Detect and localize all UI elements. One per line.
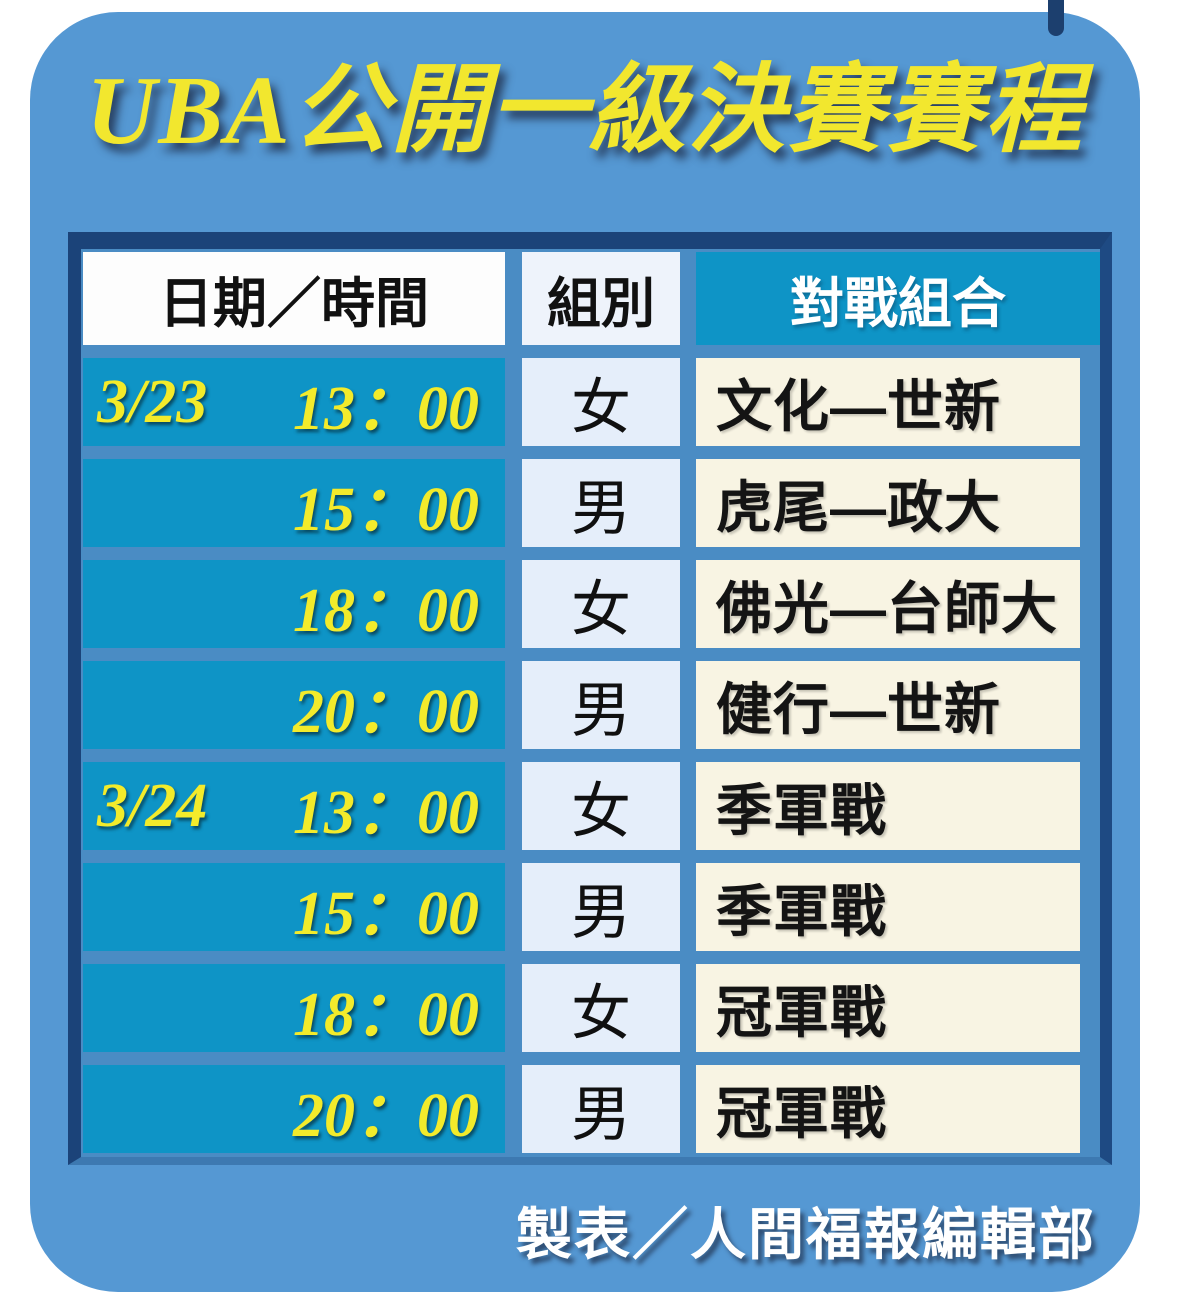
group-cell: 男: [522, 661, 680, 749]
column-header-datetime: 日期／時間: [83, 252, 505, 345]
table-row: 3/23 13：00 女 文化—世新: [83, 358, 1100, 446]
group-cell: 男: [522, 863, 680, 951]
datetime-cell: 3/23 13：00: [83, 358, 505, 446]
matchup-cell: 佛光—台師大: [696, 560, 1080, 648]
datetime-cell: 3/24 13：00: [83, 762, 505, 850]
datetime-cell: 18：00: [83, 560, 505, 648]
table-row: 20：00 男 冠軍戰: [83, 1065, 1100, 1153]
credit-line: 製表／人間福報編輯部: [516, 1203, 1096, 1266]
date-label: 3/23: [97, 367, 208, 436]
table-body: 3/23 13：00 女 文化—世新 15：00 男 虎尾—政大 18：00 女…: [81, 358, 1100, 1153]
time-label: 15：00: [292, 476, 479, 544]
top-edge-artifact: [1048, 0, 1064, 36]
time-label: 13：00: [292, 375, 479, 443]
time-label: 15：00: [292, 880, 479, 948]
matchup-cell: 冠軍戰: [696, 1065, 1080, 1153]
table-row: 15：00 男 季軍戰: [83, 863, 1100, 951]
time-label: 13：00: [292, 779, 479, 847]
table-row: 18：00 女 佛光—台師大: [83, 560, 1100, 648]
group-cell: 男: [522, 1065, 680, 1153]
datetime-cell: 18：00: [83, 964, 505, 1052]
date-label: 3/24: [97, 771, 208, 840]
matchup-cell: 冠軍戰: [696, 964, 1080, 1052]
time-label: 18：00: [292, 981, 479, 1049]
matchup-cell: 文化—世新: [696, 358, 1080, 446]
datetime-cell: 20：00: [83, 1065, 505, 1153]
group-cell: 女: [522, 358, 680, 446]
table-row: 20：00 男 健行—世新: [83, 661, 1100, 749]
column-header-group: 組別: [522, 252, 680, 345]
group-cell: 女: [522, 560, 680, 648]
time-label: 20：00: [292, 1082, 479, 1150]
time-label: 20：00: [292, 678, 479, 746]
matchup-cell: 虎尾—政大: [696, 459, 1080, 547]
group-cell: 男: [522, 459, 680, 547]
schedule-table: 日期／時間 組別 對戰組合 3/23 13：00 女 文化—世新 15：00 男…: [68, 232, 1112, 1165]
time-label: 18：00: [292, 577, 479, 645]
table-row: 15：00 男 虎尾—政大: [83, 459, 1100, 547]
table-row: 3/24 13：00 女 季軍戰: [83, 762, 1100, 850]
column-header-matchup: 對戰組合: [696, 252, 1100, 345]
group-cell: 女: [522, 964, 680, 1052]
datetime-cell: 15：00: [83, 863, 505, 951]
page-title: UBA公開一級決賽賽程: [86, 57, 1084, 164]
matchup-cell: 健行—世新: [696, 661, 1080, 749]
group-cell: 女: [522, 762, 680, 850]
infographic-card: UBA公開一級決賽賽程 日期／時間 組別 對戰組合 3/23 13：00 女 文…: [30, 12, 1140, 1292]
table-header-row: 日期／時間 組別 對戰組合: [83, 252, 1100, 345]
table-row: 18：00 女 冠軍戰: [83, 964, 1100, 1052]
datetime-cell: 15：00: [83, 459, 505, 547]
matchup-cell: 季軍戰: [696, 863, 1080, 951]
datetime-cell: 20：00: [83, 661, 505, 749]
matchup-cell: 季軍戰: [696, 762, 1080, 850]
